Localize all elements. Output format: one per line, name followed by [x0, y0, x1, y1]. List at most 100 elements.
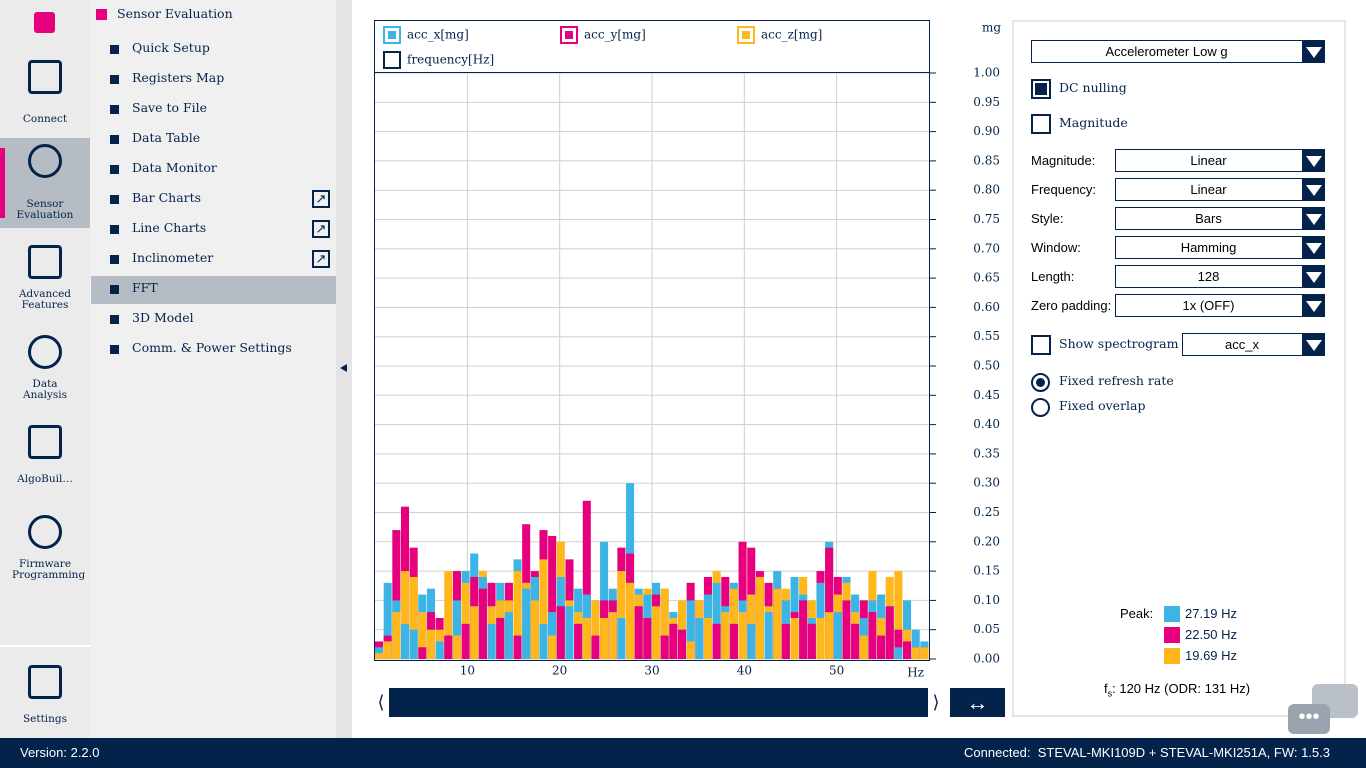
external-link-icon[interactable]: ↗ — [312, 190, 330, 208]
menu-item[interactable]: Save to File — [132, 100, 208, 115]
y-tick-label: 0.75 — [973, 212, 1000, 226]
menu-item[interactable]: 3D Model — [132, 310, 194, 325]
dropdown[interactable]: 1x (OFF) — [1115, 294, 1325, 317]
sidebar-icon[interactable] — [28, 515, 62, 549]
dropdown[interactable]: Hamming — [1115, 236, 1325, 259]
sidebar-label[interactable]: Firmware Programming — [12, 558, 86, 581]
bar — [911, 647, 920, 659]
y-tick-label: 0.25 — [973, 505, 1000, 519]
fs-subscript: s — [1107, 688, 1113, 699]
scroll-right[interactable]: ⟩ — [932, 692, 940, 713]
sidebar-label[interactable]: Advanced Features — [18, 288, 72, 311]
bar — [452, 635, 461, 659]
bar — [807, 623, 816, 659]
bar — [426, 629, 435, 659]
sidebar-icon[interactable] — [28, 245, 62, 279]
menu-title-marker — [96, 9, 107, 20]
setting-label: Frequency: — [1031, 182, 1097, 197]
y-tick-label: 0.50 — [973, 359, 1000, 373]
dropdown[interactable]: Linear — [1115, 178, 1325, 201]
external-link-icon[interactable]: ↗ — [312, 250, 330, 268]
chat-icon-front[interactable]: ••• — [1288, 704, 1330, 734]
bar — [478, 588, 487, 659]
menu-bullet — [110, 315, 119, 324]
bar — [392, 612, 401, 659]
radio-dot — [1036, 378, 1045, 387]
bar — [790, 617, 799, 659]
menu-item[interactable]: Comm. & Power Settings — [132, 340, 292, 355]
sidebar-label[interactable]: Data Analysis — [22, 378, 68, 401]
scroll-left[interactable]: ⟨ — [377, 692, 385, 713]
dropdown-arrow-glyph — [1306, 47, 1322, 58]
checkbox[interactable] — [1031, 114, 1051, 134]
x-tick-label: 50 — [829, 664, 844, 678]
bar — [738, 612, 747, 659]
bar — [582, 500, 591, 659]
sidebar-icon[interactable] — [28, 60, 62, 94]
menu-title: Sensor Evaluation — [117, 6, 233, 21]
sidebar-label[interactable]: Connect — [22, 113, 68, 125]
radio[interactable] — [1031, 373, 1050, 392]
checkbox-label[interactable]: DC nulling — [1059, 80, 1127, 95]
bar — [418, 647, 427, 659]
sidebar-icon[interactable] — [28, 144, 62, 178]
checkbox[interactable] — [1031, 79, 1051, 99]
menu-item[interactable]: Line Charts — [132, 220, 207, 235]
dropdown[interactable]: Linear — [1115, 149, 1325, 172]
checkbox-label[interactable]: Show spectrogram — [1059, 336, 1179, 351]
sidebar-icon[interactable] — [28, 335, 62, 369]
sidebar-label[interactable]: Settings — [22, 713, 68, 725]
bar — [773, 588, 782, 659]
fit-button[interactable]: ↔ — [950, 688, 1005, 717]
settings-panel — [1012, 20, 1346, 717]
y-tick-label: 0.65 — [973, 271, 1000, 285]
menu-item[interactable]: Inclinometer — [132, 250, 214, 265]
dropdown[interactable]: Bars — [1115, 207, 1325, 230]
sidebar-icon[interactable] — [28, 665, 62, 699]
bar — [686, 641, 695, 659]
sidebar-icon[interactable] — [28, 425, 62, 459]
dropdown-arrow-glyph — [1306, 214, 1322, 225]
bar — [452, 600, 461, 659]
y-tick-label: 0.45 — [973, 388, 1000, 402]
bar — [877, 635, 886, 659]
bar — [686, 600, 695, 659]
bar — [409, 629, 418, 659]
bar — [556, 606, 565, 659]
radio[interactable] — [1031, 398, 1050, 417]
menu-item[interactable]: Quick Setup — [132, 40, 210, 55]
version: Version: 2.2.0 — [20, 745, 100, 760]
y-tick-label: 0.00 — [973, 652, 1000, 666]
sidebar-label[interactable]: AlgoBuil… — [17, 473, 73, 485]
checkbox[interactable] — [1031, 335, 1051, 355]
bar — [747, 623, 756, 659]
radio-label[interactable]: Fixed refresh rate — [1059, 373, 1174, 388]
checkbox-label[interactable]: Magnitude — [1059, 115, 1128, 130]
dropdown[interactable]: Accelerometer Low g — [1031, 40, 1325, 63]
bar — [721, 612, 730, 659]
menu-item[interactable]: FFT — [132, 280, 158, 295]
bar — [392, 530, 401, 659]
bar — [470, 606, 479, 659]
scroll-track[interactable] — [389, 688, 928, 717]
bar — [617, 617, 626, 659]
y-tick-label: 0.40 — [973, 417, 1000, 431]
sampling-rate: fs: 120 Hz (ODR: 131 Hz) — [1104, 681, 1250, 699]
sidebar-label[interactable]: Sensor Evaluation — [16, 198, 74, 221]
radio-label[interactable]: Fixed overlap — [1059, 398, 1146, 413]
menu-item[interactable]: Data Monitor — [132, 160, 217, 175]
menu-bullet — [110, 195, 119, 204]
collapse-arrow[interactable] — [340, 364, 347, 372]
fs-symbol: f — [1104, 681, 1108, 696]
menu-bullet — [110, 345, 119, 354]
bar — [513, 571, 522, 659]
menu-item[interactable]: Registers Map — [132, 70, 225, 85]
y-tick-label: 0.60 — [973, 300, 1000, 314]
legend-label: frequency[Hz] — [407, 53, 494, 67]
menu-item[interactable]: Bar Charts — [132, 190, 202, 205]
legend-swatch-fill — [565, 31, 573, 39]
setting-label: Window: — [1031, 240, 1081, 255]
menu-item[interactable]: Data Table — [132, 130, 201, 145]
dropdown[interactable]: 128 — [1115, 265, 1325, 288]
external-link-icon[interactable]: ↗ — [312, 220, 330, 238]
